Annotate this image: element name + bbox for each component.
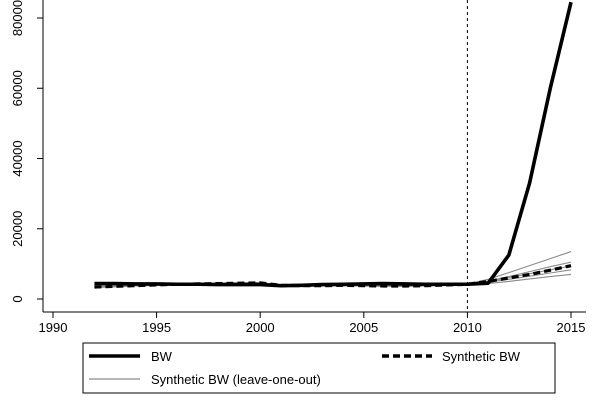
- y-tick-label: 20000: [10, 211, 25, 247]
- y-tick-label: 80000: [10, 0, 25, 36]
- legend-label-leave-one-out: Synthetic BW (leave-one-out): [151, 372, 321, 387]
- x-tick-label: 2005: [349, 320, 378, 335]
- x-tick-label: 2010: [453, 320, 482, 335]
- x-tick-label: 1990: [39, 320, 68, 335]
- y-tick-label: 60000: [10, 70, 25, 106]
- legend-label-synthetic-bw: Synthetic BW: [442, 349, 521, 364]
- series-line-bw: [94, 1, 573, 288]
- y-tick-label: 40000: [10, 140, 25, 176]
- axes: 1990 1995 2000 2005 2010 2015 0 20000 40000 60000…: [10, 0, 586, 335]
- legend-label-bw: BW: [151, 349, 173, 364]
- legend: BW Synthetic BW Synthetic BW (leave-one-…: [82, 342, 556, 394]
- x-tick-label: 2000: [246, 320, 275, 335]
- legend-box: [82, 342, 556, 394]
- x-tick-label: 1995: [142, 320, 171, 335]
- x-tick-label: 2015: [557, 320, 586, 335]
- plot-area: [94, 0, 573, 312]
- y-tick-label: 0: [10, 295, 25, 302]
